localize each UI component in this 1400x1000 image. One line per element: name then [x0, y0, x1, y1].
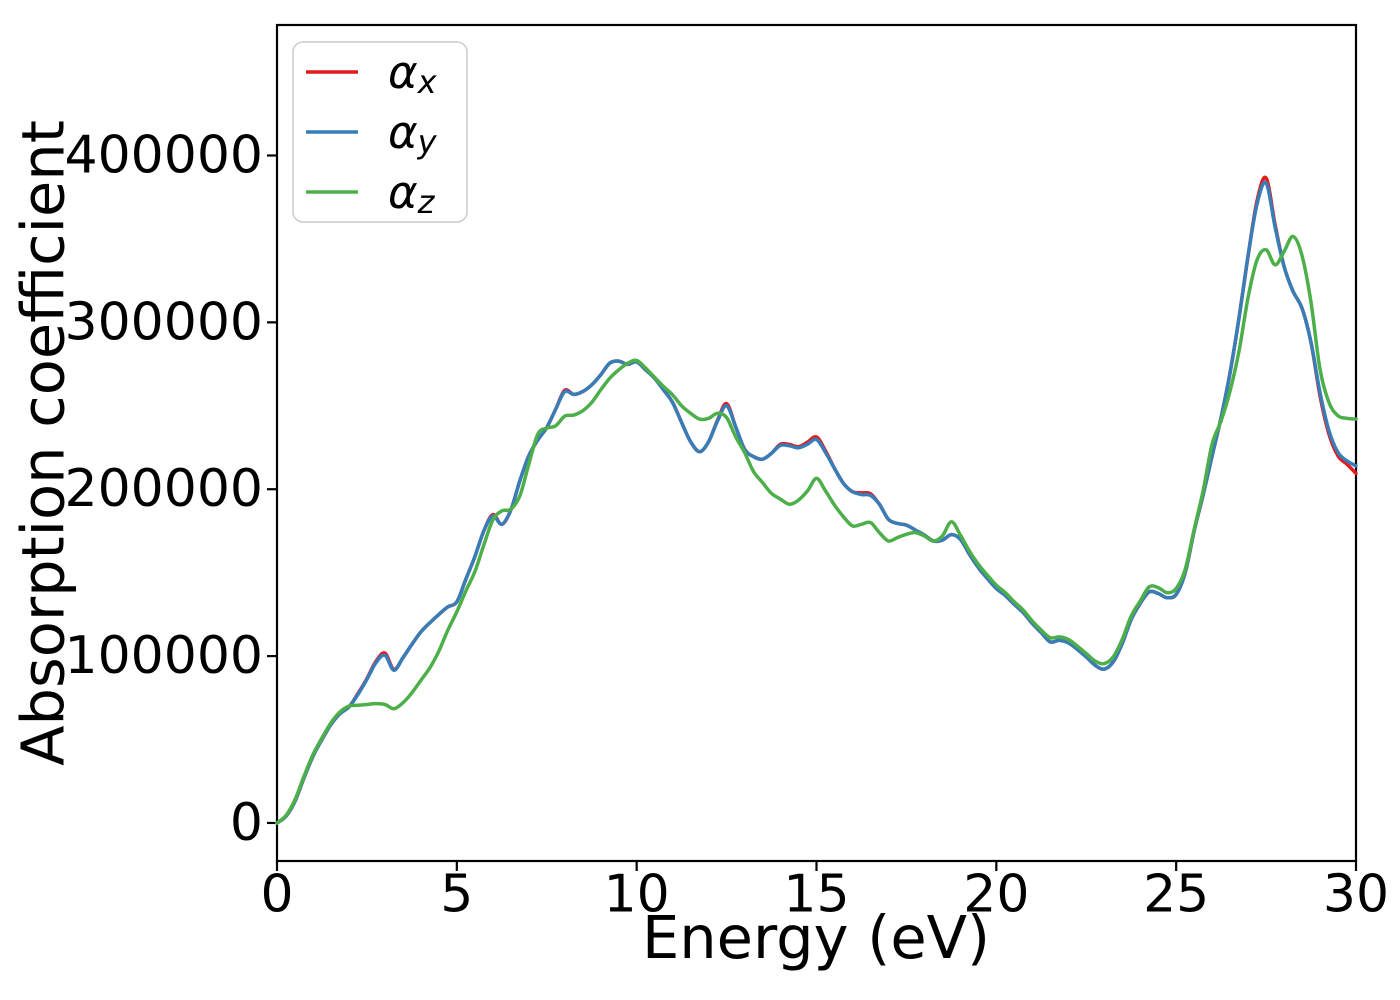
legend-label-alpha-x: αx [388, 46, 438, 102]
x-tick-label: 0 [260, 865, 293, 925]
x-tick-label: 10 [604, 865, 670, 925]
y-tick-label: 400000 [64, 125, 263, 185]
legend-box [292, 41, 468, 223]
curve-alpha-y [275, 180, 1358, 825]
curve-alpha-x [275, 175, 1358, 825]
x-tick-label: 15 [783, 865, 849, 925]
y-tick-label: 200000 [64, 459, 263, 519]
legend-label-alpha-y: αy [388, 106, 438, 162]
x-tick-label: 25 [1143, 865, 1209, 925]
x-tick-label: 20 [963, 865, 1029, 925]
y-axis-label: Absorption coefficient [9, 120, 78, 766]
axis-ticks [267, 154, 1358, 871]
y-tick-label: 300000 [64, 292, 263, 352]
axis-tick-labels: 0 5 10 15 20 25 30 0 100000 200000 300000 400000 [64, 125, 1389, 924]
y-tick-label: 100000 [64, 626, 263, 686]
x-tick-label: 30 [1323, 865, 1389, 925]
x-axis-label: Energy (eV) [642, 903, 990, 972]
x-tick-label: 5 [440, 865, 473, 925]
data-curves [275, 175, 1358, 825]
legend-label-alpha-z: αz [388, 166, 436, 222]
y-tick-label: 0 [230, 793, 263, 853]
curve-alpha-z [275, 234, 1358, 825]
